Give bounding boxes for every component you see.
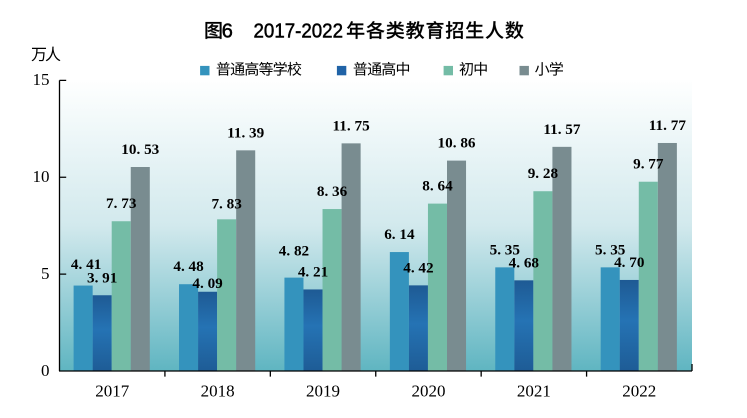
svg-text:4. 68: 4. 68	[509, 254, 540, 271]
svg-text:4. 48: 4. 48	[173, 258, 204, 275]
svg-text:3. 91: 3. 91	[87, 269, 117, 286]
svg-text:7. 83: 7. 83	[211, 196, 242, 213]
svg-text:5: 5	[41, 264, 50, 283]
svg-text:5. 35: 5. 35	[595, 241, 626, 258]
svg-text:6: 6	[222, 20, 233, 42]
svg-text:9. 28: 9. 28	[528, 165, 559, 182]
svg-text:2019: 2019	[306, 382, 340, 401]
svg-text:11. 77: 11. 77	[649, 117, 687, 134]
svg-text:11. 39: 11. 39	[227, 124, 265, 141]
svg-text:0: 0	[41, 361, 50, 380]
svg-text:2018: 2018	[201, 382, 235, 401]
svg-text:4. 70: 4. 70	[614, 254, 645, 271]
svg-text:2017-2022: 2017-2022	[254, 20, 344, 42]
svg-text:4. 21: 4. 21	[298, 263, 328, 280]
svg-text:15: 15	[33, 70, 50, 89]
svg-text:4. 09: 4. 09	[192, 275, 223, 292]
svg-text:2022: 2022	[622, 382, 656, 401]
svg-text:8. 64: 8. 64	[422, 178, 453, 195]
svg-text:5. 35: 5. 35	[490, 241, 521, 258]
svg-text:7. 73: 7. 73	[106, 195, 137, 212]
svg-text:2021: 2021	[517, 382, 551, 401]
svg-text:9. 77: 9. 77	[633, 156, 664, 173]
svg-text:6. 14: 6. 14	[384, 226, 415, 243]
svg-text:4. 42: 4. 42	[403, 259, 433, 276]
svg-text:10. 53: 10. 53	[121, 141, 159, 158]
svg-text:2020: 2020	[411, 382, 445, 401]
svg-text:2017: 2017	[95, 382, 130, 401]
svg-text:10: 10	[33, 167, 50, 186]
svg-text:4. 41: 4. 41	[71, 256, 101, 273]
svg-text:10. 86: 10. 86	[438, 135, 476, 152]
svg-text:4. 82: 4. 82	[279, 242, 309, 259]
svg-text:8. 36: 8. 36	[317, 183, 348, 200]
svg-text:11. 57: 11. 57	[543, 121, 581, 138]
svg-text:11. 75: 11. 75	[333, 117, 371, 134]
